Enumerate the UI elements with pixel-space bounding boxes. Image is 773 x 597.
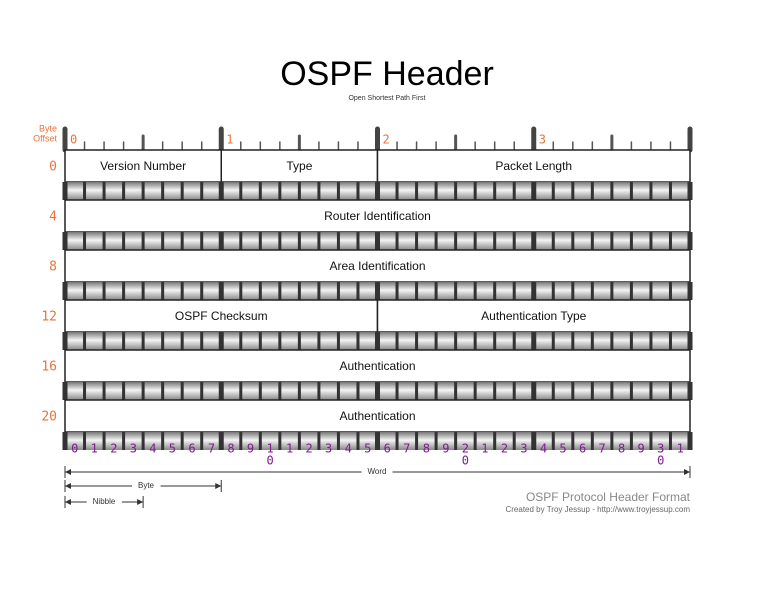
bit-number: 1 (481, 442, 488, 456)
bit-number: 2 (501, 442, 508, 456)
bit-number: 1 (91, 442, 98, 456)
offset-label: 4 (49, 210, 57, 225)
bit-number: 5 (169, 442, 176, 456)
footer-credit: Created by Troy Jessup - http://www.troy… (505, 505, 690, 514)
field-label: Authentication Type (481, 309, 587, 323)
field-box (64, 299, 379, 333)
field-label: Packet Length (495, 159, 572, 173)
bit-number: 2 (110, 442, 117, 456)
field-label: Area Identification (329, 259, 425, 273)
byte-offset-label: Offset (33, 133, 57, 143)
bit-number: 8 (618, 442, 625, 456)
field-label: OSPF Checksum (175, 309, 268, 323)
arrow-head (684, 469, 690, 475)
field-label: Authentication (339, 359, 415, 373)
bit-number: 9 (442, 442, 449, 456)
bit-number: 3 (657, 442, 664, 456)
scale-label: Word (368, 467, 387, 476)
field-box (376, 299, 691, 333)
field-box (64, 249, 691, 283)
offset-label: 12 (41, 310, 57, 325)
bit-number: 0 (462, 454, 469, 468)
byte-marker: 1 (226, 133, 233, 147)
bit-number: 6 (384, 442, 391, 456)
bit-number: 1 (286, 442, 293, 456)
offset-label: 0 (49, 160, 57, 175)
scale-label-bg (86, 497, 122, 507)
title: OSPF Header (280, 55, 494, 93)
bit-number: 0 (657, 454, 664, 468)
byte-marker: 3 (539, 133, 546, 147)
offset-label: 20 (41, 410, 57, 425)
arrow-head (215, 483, 222, 489)
bit-number: 6 (579, 442, 586, 456)
bit-number: 9 (638, 442, 645, 456)
bit-number: 7 (208, 442, 215, 456)
scale-label: Byte (138, 481, 155, 490)
byte-marker: 2 (383, 133, 390, 147)
field-label: Router Identification (324, 209, 431, 223)
offset-label: 16 (41, 360, 57, 375)
bit-number: 1 (677, 442, 684, 456)
bit-number: 4 (540, 442, 547, 456)
bit-number: 3 (130, 442, 137, 456)
byte-marker: 0 (70, 133, 77, 147)
field-box (64, 199, 691, 233)
offset-label: 8 (49, 260, 57, 275)
field-label: Version Number (100, 159, 186, 173)
scale-label: Nibble (93, 497, 116, 506)
bit-number: 6 (188, 442, 195, 456)
bit-number: 5 (559, 442, 566, 456)
footer-title: OSPF Protocol Header Format (526, 490, 691, 504)
arrow-head (65, 499, 71, 505)
bit-number: 3 (325, 442, 332, 456)
scale-label-bg (131, 481, 161, 491)
bit-number: 1 (266, 442, 273, 456)
arrow-head (137, 499, 144, 505)
bit-number: 5 (364, 442, 371, 456)
bit-number: 2 (306, 442, 313, 456)
bit-number: 0 (266, 454, 273, 468)
bit-number: 4 (149, 442, 156, 456)
arrow-head (65, 469, 71, 475)
bit-number: 7 (598, 442, 605, 456)
field-box (64, 349, 691, 383)
field-box (64, 399, 691, 433)
field-label: Type (286, 159, 312, 173)
bit-number: 8 (227, 442, 234, 456)
scale-label-bg (361, 467, 393, 477)
bit-number: 2 (462, 442, 469, 456)
arrow-head (65, 483, 71, 489)
bit-number: 0 (71, 442, 78, 456)
subtitle: Open Shortest Path First (348, 95, 425, 102)
bit-number: 8 (423, 442, 430, 456)
bit-number: 4 (345, 442, 352, 456)
field-label: Authentication (339, 409, 415, 423)
byte-offset-label: Byte (39, 123, 57, 133)
bit-number: 9 (247, 442, 254, 456)
bit-number: 7 (403, 442, 410, 456)
bit-number: 3 (520, 442, 527, 456)
